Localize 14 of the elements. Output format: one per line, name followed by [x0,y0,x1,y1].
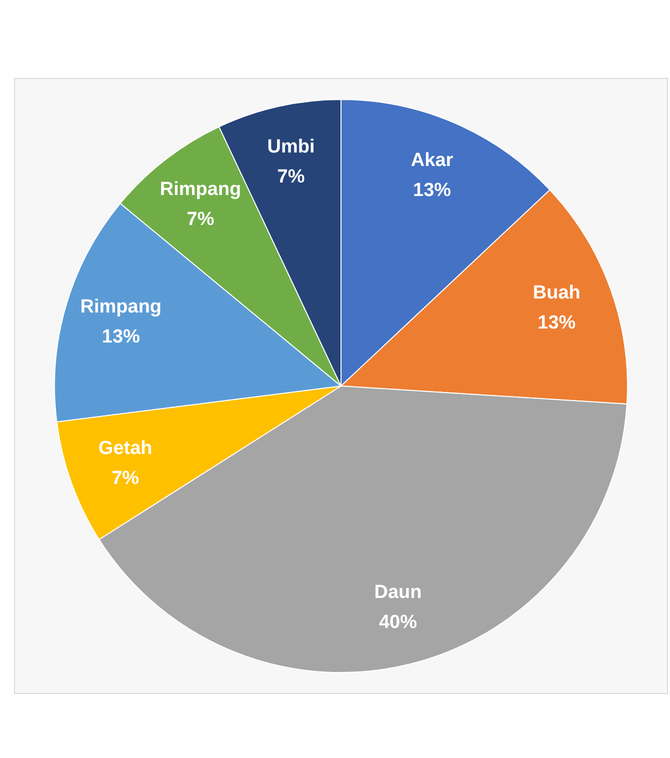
slice-label: Daun [374,582,422,604]
data-label: 7% [277,166,305,188]
slice-label: Rimpang [160,179,242,200]
slice-label: Buah [532,282,580,304]
data-label: 7% [112,468,140,489]
data-label: 7% [186,209,214,230]
data-label: 40% [378,612,418,634]
slice-label: Umbi [267,136,315,158]
data-label: 13% [413,180,452,201]
data-label: 13% [538,312,576,334]
slice-label: Akar [410,150,454,171]
slice-label: Getah [98,438,152,459]
slice-label: Rimpang [80,296,162,318]
data-label: 13% [102,326,140,348]
